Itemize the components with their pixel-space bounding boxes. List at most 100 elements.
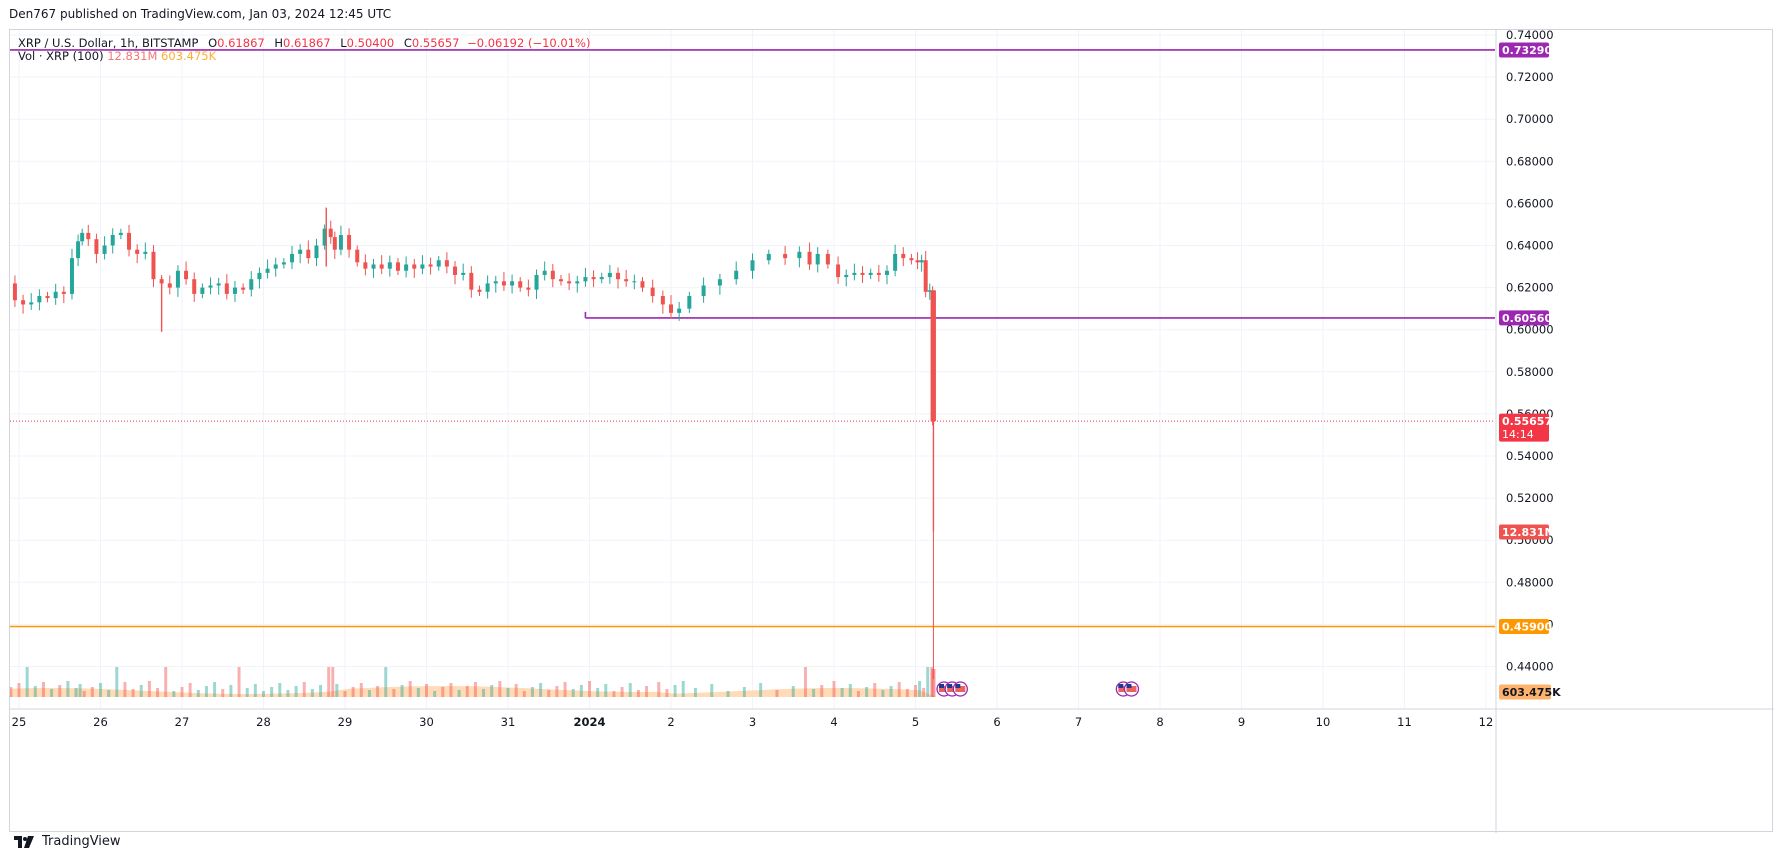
candle-body	[518, 281, 523, 288]
candle-body	[860, 272, 865, 275]
time-tick-label: 30	[419, 715, 434, 729]
event-flag-stripes	[955, 686, 966, 692]
price-tick-label: 0.58000	[1506, 365, 1554, 379]
candle-body	[135, 249, 140, 254]
volume-bar	[221, 689, 225, 697]
volume-bar	[50, 689, 54, 697]
candle-body	[542, 270, 547, 275]
candle-body	[477, 289, 482, 292]
volume-bar	[82, 691, 86, 697]
volume-bar	[229, 685, 233, 697]
volume-bar	[78, 684, 82, 697]
volume-bar	[66, 681, 70, 697]
volume-bar	[665, 689, 669, 697]
candle-body	[575, 281, 580, 284]
price-tick-label: 0.54000	[1506, 449, 1554, 463]
price-tick-label: 0.64000	[1506, 239, 1554, 253]
volume-bar	[147, 681, 151, 697]
candle-body	[927, 290, 932, 292]
volume-bar	[196, 690, 200, 697]
volume-bar	[555, 686, 559, 697]
legend-low: 0.50400	[346, 36, 395, 50]
candle-body	[232, 287, 237, 294]
volume-bar	[775, 690, 779, 697]
volume-bar	[759, 683, 763, 697]
price-tick-label: 0.74000	[1506, 30, 1554, 42]
candle-body	[893, 253, 898, 271]
volume-bar	[922, 688, 926, 697]
time-tick-label: 2024	[573, 715, 605, 729]
price-axis-badge	[1499, 684, 1551, 700]
volume-bar	[376, 686, 380, 697]
event-flag-canton	[955, 684, 961, 688]
volume-bar	[628, 683, 632, 697]
candle-body	[322, 228, 327, 246]
event-flag-stripes	[947, 686, 958, 692]
candle-body	[224, 283, 229, 294]
candle-body	[717, 279, 722, 286]
legend-volume-label: Vol · XRP (100)	[18, 49, 104, 63]
legend-volume-row: Vol · XRP (100) 12.831M 603.475K	[18, 48, 590, 64]
tradingview-logo[interactable]: TradingView	[14, 834, 121, 849]
candle-body	[783, 253, 788, 259]
candle-body	[836, 264, 841, 278]
legend-low-label: L	[340, 36, 347, 50]
volume-bar	[636, 690, 640, 697]
candle-body	[750, 260, 755, 271]
volume-bar	[41, 682, 45, 697]
volume-bar	[905, 689, 909, 697]
volume-bar	[107, 690, 111, 697]
volume-bar	[335, 684, 339, 697]
candle-body	[534, 274, 539, 290]
time-tick-label: 27	[175, 715, 190, 729]
event-flag-canton	[1118, 684, 1124, 688]
candle-body	[371, 264, 376, 269]
volume-bar	[449, 683, 453, 697]
published-line: Den767 published on TradingView.com, Jan…	[9, 7, 392, 21]
candle-body	[583, 277, 588, 282]
candle-body	[669, 304, 673, 313]
time-tick-label: 11	[1397, 715, 1412, 729]
event-flag-canton	[939, 684, 945, 688]
candle-body	[852, 272, 857, 275]
legend-symbol: XRP / U.S. Dollar, 1h, BITSTAMP	[18, 36, 199, 50]
volume-bar	[25, 667, 29, 697]
price-chart[interactable]: 0.74000 0.72000 0.70000 0.68000 0.66000 0.640…	[10, 30, 1774, 833]
event-flag-stripes	[939, 686, 950, 692]
candle-body	[567, 281, 572, 284]
volume-bar	[204, 686, 208, 697]
candle-body	[558, 279, 563, 282]
price-tick-label: 0.60000	[1506, 323, 1554, 337]
volume-bar	[897, 682, 901, 697]
volume-bar	[262, 691, 265, 697]
price-axis-badge-text: 603.475K	[1502, 686, 1561, 699]
chart-frame[interactable]: 0.74000 0.72000 0.70000 0.68000 0.66000 0.640…	[9, 29, 1774, 833]
candle-body	[591, 277, 596, 280]
price-tick-label: 0.70000	[1506, 112, 1554, 126]
candle-body	[660, 296, 665, 305]
volume-bar	[873, 683, 877, 697]
volume-bar	[812, 689, 816, 697]
time-tick-label: 25	[12, 715, 27, 729]
candle-body	[807, 251, 812, 265]
volume-bar	[180, 687, 184, 697]
candle-body	[444, 260, 449, 267]
candle-body	[306, 249, 311, 259]
volume-bar	[506, 688, 510, 697]
volume-bar	[172, 691, 176, 697]
candle-body	[298, 249, 303, 254]
event-flag-canton	[947, 684, 953, 688]
volume-bar	[17, 683, 21, 697]
candle-body	[640, 281, 645, 288]
volume-bar	[310, 689, 314, 697]
candle-body	[493, 281, 498, 284]
candle-body	[797, 251, 802, 259]
candle-body	[868, 272, 873, 275]
volume-bar	[441, 687, 445, 697]
candle-body	[616, 272, 621, 280]
price-axis-badge-text: 12.831M	[1502, 526, 1555, 539]
volume-bar	[139, 685, 143, 697]
candle-body	[901, 253, 906, 259]
candle-body	[876, 272, 881, 275]
countdown-text: 14:14	[1502, 428, 1534, 441]
